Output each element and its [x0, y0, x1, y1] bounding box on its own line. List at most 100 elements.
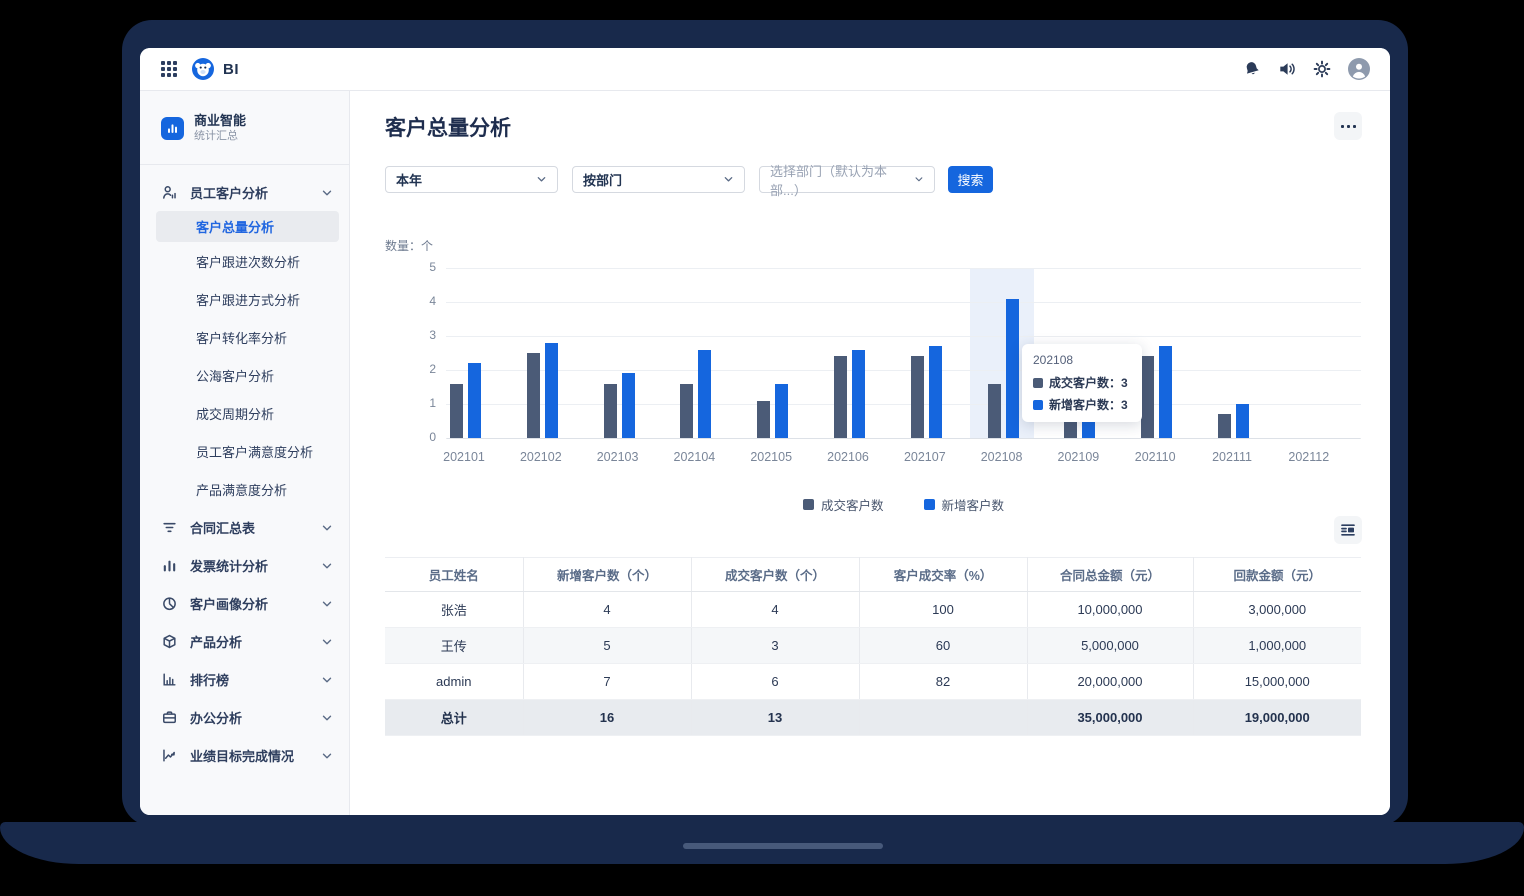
x-axis-tick: 202103	[596, 450, 639, 464]
chevron-down-icon	[321, 559, 333, 571]
more-options-button[interactable]	[1334, 112, 1362, 140]
bar-s0-202103	[603, 383, 617, 438]
chevron-down-icon	[321, 673, 333, 685]
sidebar-group-label: 员工客户分析	[190, 185, 269, 201]
brand-name: BI	[223, 60, 239, 78]
y-axis-tick: 3	[429, 328, 436, 342]
person-icon	[161, 184, 178, 201]
x-axis-tick: 202102	[519, 450, 562, 464]
chart-plot-area: 0 1 2 3 4 5 202101 202102 202103 202104 202105 2021…	[429, 260, 1361, 464]
chevron-down-icon	[724, 177, 733, 182]
app-launcher-grid-icon[interactable]	[161, 61, 177, 77]
sidebar-item-0-1[interactable]: 客户跟进次数分析	[196, 254, 301, 270]
sidebar-item-0-7[interactable]: 产品满意度分析	[196, 482, 288, 498]
legend-label: 新增客户数	[941, 499, 1005, 513]
y-axis-tick: 2	[429, 362, 436, 376]
cube-icon	[161, 633, 178, 650]
table-cell: 82	[859, 663, 1028, 700]
gridline-y1	[446, 403, 1361, 405]
rank-icon	[161, 671, 178, 688]
table-cell: 13	[691, 699, 860, 736]
sidebar-item-0-6[interactable]: 员工客户满意度分析	[196, 444, 314, 460]
table-row: admin 7 6 82 20,000,000 15,000,000	[385, 663, 1361, 700]
x-axis-tick: 202109	[1057, 450, 1100, 464]
chart-legend: 成交客户数 新增客户数	[446, 495, 1361, 514]
sidebar-group-1[interactable]: 合同汇总表	[140, 508, 349, 546]
table-cell: 7	[523, 663, 692, 700]
bar-s1-202102	[544, 342, 558, 438]
y-axis-tick: 0	[429, 430, 436, 444]
legend-item-0[interactable]: 成交客户数	[802, 495, 884, 514]
chevron-down-icon	[321, 186, 333, 198]
table-settings-button[interactable]	[1334, 516, 1362, 544]
sidebar-group-label: 合同汇总表	[190, 520, 256, 536]
department-select-placeholder: 选择部门（默认为本部...）	[770, 163, 888, 198]
y-axis-tick: 5	[429, 260, 436, 274]
bar-s0-202106	[834, 356, 847, 438]
bar-s0-202111	[1218, 414, 1231, 438]
bar-s1-202105	[775, 383, 789, 438]
brand-logo-monkey-icon	[192, 58, 214, 80]
sidebar-item-0-0[interactable]: 客户总量分析	[156, 211, 339, 242]
sidebar-group-0[interactable]: 员工客户分析	[140, 173, 349, 211]
bar-s1-202101	[468, 363, 481, 438]
table-cell: 4	[523, 591, 692, 628]
sidebar-item-0-2[interactable]: 客户跟进方式分析	[196, 292, 301, 308]
table-cell: admin	[385, 663, 524, 700]
bar-s1-202103	[621, 373, 635, 438]
chevron-down-icon	[321, 711, 333, 723]
legend-item-1[interactable]: 新增客户数	[923, 495, 1005, 514]
table-cell: 王传	[385, 627, 524, 664]
filter-icon	[161, 519, 178, 536]
sidebar-item-0-4[interactable]: 公海客户分析	[196, 368, 275, 384]
x-axis-tick: 202112	[1288, 450, 1330, 464]
sidebar-group-6[interactable]: 办公分析	[140, 698, 349, 736]
sidebar-group-7[interactable]: 业绩目标完成情况	[140, 736, 349, 774]
table-header-cell: 新增客户数（个）	[523, 557, 692, 592]
pie-icon	[161, 595, 178, 612]
department-select[interactable]: 选择部门（默认为本部...）	[759, 164, 935, 198]
period-select[interactable]: 本年	[385, 166, 558, 193]
sidebar-group-label: 客户画像分析	[190, 596, 269, 612]
y-axis-tick: 4	[429, 294, 436, 308]
sidebar-group-label: 办公分析	[190, 710, 243, 726]
bar-s0-202105	[757, 400, 771, 438]
table-header-cell: 回款金额（元）	[1193, 557, 1361, 592]
sidebar-group-3[interactable]: 客户画像分析	[140, 584, 349, 622]
settings-gear-icon[interactable]	[1313, 60, 1331, 78]
bars-icon	[161, 557, 178, 574]
sidebar-group-label: 发票统计分析	[190, 558, 269, 574]
tooltip-row: 新增客户数：3	[1033, 396, 1131, 413]
notification-bell-icon[interactable]	[1243, 60, 1261, 78]
sidebar-nav: 员工客户分析客户总量分析客户跟进次数分析 客户跟进方式分析 客户转化率分析 公海客户分…	[140, 173, 349, 774]
table-cell: 4	[691, 591, 860, 628]
employee-stats-table: 员工姓名 新增客户数（个） 成交客户数（个） 客户成交率（%） 合同总金额（元） 回款金额…	[385, 557, 1361, 736]
sidebar-item-0-5[interactable]: 成交周期分析	[196, 406, 275, 422]
chart-axis-title: 数量：个	[385, 239, 434, 253]
search-button[interactable]: 搜索	[948, 166, 993, 193]
table-header-cell: 客户成交率（%）	[859, 557, 1028, 592]
announcement-speaker-icon[interactable]	[1278, 60, 1296, 78]
table-cell: 5	[523, 627, 692, 664]
sidebar-group-4[interactable]: 产品分析	[140, 622, 349, 660]
bar-s0-202108	[987, 383, 1001, 438]
tooltip-row: 成交客户数：3	[1033, 374, 1131, 391]
table-cell: 16	[523, 699, 692, 736]
x-axis-tick: 202105	[750, 450, 793, 464]
x-axis-tick: 202111	[1212, 450, 1252, 464]
table-cell: 5,000,000	[1027, 627, 1194, 664]
table-row: 张浩 4 4 100 10,000,000 3,000,000	[385, 591, 1361, 628]
x-axis-tick: 202106	[827, 450, 869, 464]
sidebar-group-2[interactable]: 发票统计分析	[140, 546, 349, 584]
sidebar-item-0-3[interactable]: 客户转化率分析	[196, 330, 288, 346]
case-icon	[161, 709, 178, 726]
user-avatar[interactable]	[1348, 58, 1370, 80]
filter-bar: 本年 按部门 选择部门（默认为本部...） 搜索	[385, 164, 993, 198]
bar-s1-202110	[1159, 346, 1173, 438]
sidebar-group-5[interactable]: 排行榜	[140, 660, 349, 698]
bar-s0-202101	[450, 383, 463, 438]
bar-s1-202104	[698, 349, 712, 438]
bar-chart: 数量：个 0 1 2 3 4 5 202101 202102 202103 202104 20210…	[385, 237, 1361, 513]
groupby-select[interactable]: 按部门	[572, 166, 745, 193]
bar-s1-202111	[1236, 404, 1249, 438]
